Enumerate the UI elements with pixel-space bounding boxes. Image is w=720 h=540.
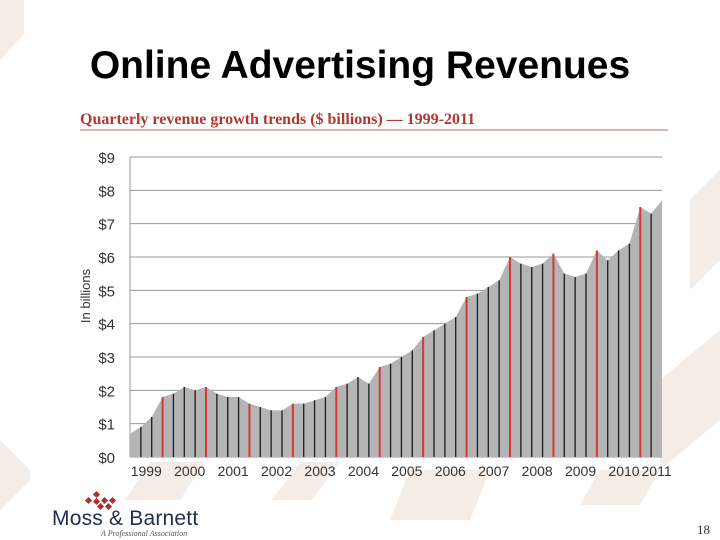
quarter-markers xyxy=(140,207,652,457)
y-tick-label: $3 xyxy=(98,350,115,367)
y-tick-label: $7 xyxy=(98,217,115,234)
y-tick-label: $6 xyxy=(98,250,115,267)
y-tick-label: $9 xyxy=(98,150,115,167)
page-number: 18 xyxy=(697,522,710,537)
y-tick-label: $1 xyxy=(98,417,115,434)
chart-title: Quarterly revenue growth trends ($ billi… xyxy=(80,111,475,128)
x-tick-label: 2006 xyxy=(435,463,466,479)
y-tick-label: $2 xyxy=(98,383,115,400)
y-tick-label: $4 xyxy=(98,317,115,334)
x-tick-label: 2005 xyxy=(391,463,422,479)
x-tick-label: 2003 xyxy=(304,463,335,479)
x-tick-label: 2000 xyxy=(174,463,205,479)
y-axis-label: In billions xyxy=(78,268,93,323)
logo-tagline: A Professional Association xyxy=(101,529,188,538)
y-tick-label: $0 xyxy=(98,450,115,467)
x-tick-labels: 1999 2000 2001 2002 2003 2004 2005 2006 2007 2008… xyxy=(131,463,672,479)
logo-name: Moss & Barnett xyxy=(52,507,199,530)
x-tick-label: 2009 xyxy=(565,463,596,479)
x-tick-label: 2007 xyxy=(478,463,509,479)
y-tick-label: $8 xyxy=(98,183,115,200)
x-tick-label: 2004 xyxy=(348,463,379,479)
y-tick-label: $5 xyxy=(98,283,115,300)
slide-title: Online Advertising Revenues xyxy=(89,44,631,87)
x-tick-label: 2008 xyxy=(522,463,553,479)
x-tick-label: 2002 xyxy=(261,463,292,479)
y-tick-labels: $0 $1 $2 $3 $4 $5 $6 $7 $8 $9 xyxy=(98,150,115,467)
x-tick-label: 2010 xyxy=(608,463,639,479)
x-tick-label: 2011 xyxy=(642,463,672,479)
x-tick-label: 2001 xyxy=(218,463,249,479)
x-tick-label: 1999 xyxy=(131,463,162,479)
moss-barnett-logo-icon xyxy=(84,490,117,510)
revenue-area xyxy=(130,200,662,458)
area-layer xyxy=(130,200,662,458)
